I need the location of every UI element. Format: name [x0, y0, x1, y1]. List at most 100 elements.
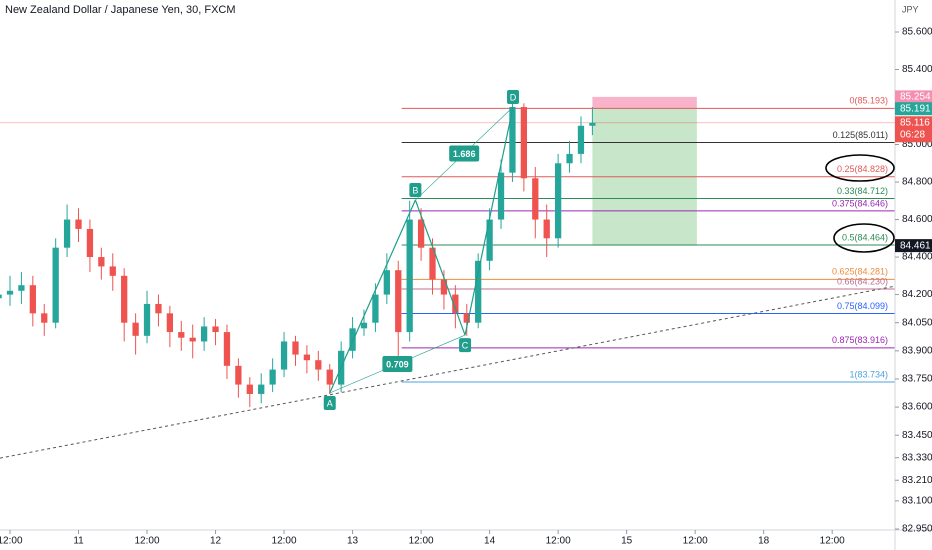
fib-label: 0.125(85.011) — [833, 130, 888, 140]
candle-body — [589, 122, 596, 126]
candle-body — [566, 153, 573, 164]
candle-body — [18, 285, 25, 291]
y-tick-label: 84.050 — [902, 317, 932, 328]
candle-body — [486, 219, 493, 261]
y-tick-label: 85.400 — [902, 64, 932, 75]
price-badge — [895, 90, 932, 104]
y-tick-label: 84.600 — [902, 214, 932, 225]
candle-body — [132, 322, 139, 336]
candle-body — [121, 275, 128, 323]
stop-zone — [592, 96, 697, 109]
x-tick-label: 12:00 — [272, 536, 297, 547]
x-tick-label: 11 — [73, 536, 84, 547]
candle-body — [212, 326, 219, 333]
price-badge-label: 84.461 — [900, 240, 931, 251]
fib-label: 0.375(84.646) — [832, 198, 888, 208]
y-tick-label: 83.450 — [902, 430, 932, 441]
candle-body — [326, 369, 333, 385]
x-tick-label: 12:00 — [135, 536, 160, 547]
plot-area: 0(85.193) 0.125(85.011) 0.25(84.828) 0.33(8… — [0, 90, 896, 459]
candle-body — [395, 270, 402, 333]
candle-body — [509, 107, 516, 173]
candle-body — [246, 384, 253, 394]
price-badge — [895, 116, 932, 143]
candle-body — [6, 290, 14, 295]
x-tick-label: 12:00 — [409, 536, 434, 547]
pattern-point-label: A — [327, 398, 333, 408]
fib-label: 0.5(84.464) — [842, 232, 888, 242]
candle-body — [303, 354, 311, 361]
annotation-circle — [825, 154, 895, 182]
fib-label: 0.33(84.712) — [837, 186, 888, 196]
candle-body — [417, 219, 425, 248]
x-tick-label: 12:00 — [546, 536, 571, 547]
countdown: 06:28 — [900, 129, 925, 140]
candle-body — [280, 341, 288, 370]
y-tick-label: 83.600 — [902, 402, 932, 413]
fib-label: 0.25(84.828) — [837, 164, 888, 174]
candle-body — [475, 260, 482, 323]
y-tick-label: 83.750 — [902, 374, 932, 385]
fib-label: 0(85.193) — [849, 96, 888, 106]
candle-body — [543, 219, 550, 239]
candle-body — [258, 384, 265, 394]
candle-body — [452, 294, 459, 314]
candle-body — [75, 219, 82, 229]
x-tick-label: 18 — [758, 536, 770, 547]
candle-body — [166, 313, 174, 333]
candle-body — [383, 270, 390, 295]
candle-body — [440, 279, 448, 295]
pattern-point-label: D — [510, 92, 517, 102]
currency-label: JPY — [902, 4, 919, 14]
candle-body — [155, 303, 162, 314]
pattern-point-badge — [459, 338, 472, 353]
trendline — [0, 285, 896, 459]
x-tick-label: 15 — [621, 536, 633, 547]
pattern-point-label: C — [462, 340, 469, 350]
ratio-label: 1.686 — [453, 149, 476, 159]
pattern-point-badge — [323, 396, 336, 411]
y-tick-label: 85.600 — [902, 27, 932, 38]
fib-label: 0.625(84.281) — [832, 267, 888, 277]
candle-body — [292, 341, 299, 355]
pattern-line — [464, 106, 514, 336]
y-tick-label: 83.100 — [902, 496, 932, 507]
candle-body — [269, 369, 276, 385]
candle-body — [86, 228, 94, 258]
candle-body — [520, 107, 528, 179]
x-tick-label: 12:00 — [0, 536, 23, 547]
candle-body — [41, 313, 48, 323]
y-tick-label: 84.400 — [902, 252, 932, 263]
pattern-line — [329, 199, 416, 394]
candle-body — [178, 332, 185, 338]
candle-body — [406, 219, 413, 333]
candle-body — [463, 313, 470, 323]
price-badge — [895, 102, 932, 116]
fib-label: 0.875(83.916) — [832, 335, 888, 345]
candle-body — [223, 332, 231, 366]
y-tick-label: 82.950 — [902, 524, 932, 535]
candle-body — [532, 178, 539, 220]
y-tick-label: 85.000 — [902, 139, 932, 150]
chart-title: New Zealand Dollar / Japanese Yen, 30, F… — [5, 4, 236, 16]
pattern-point-badge — [507, 90, 520, 105]
fib-label: 0.75(84.099) — [837, 301, 888, 311]
candle-body — [372, 294, 379, 323]
y-tick-label: 83.900 — [902, 345, 932, 356]
ratio-badge — [382, 356, 413, 373]
candle-body — [0, 294, 2, 299]
fib-label: 0.66(84.230) — [837, 276, 888, 286]
price-badge-label: 85.116 — [900, 117, 930, 128]
y-tick-label: 83.210 — [902, 475, 932, 486]
annotation-circle — [833, 223, 895, 253]
pattern-point-label: B — [412, 185, 418, 195]
candle-body — [52, 247, 59, 323]
candle-body — [63, 219, 71, 248]
pattern-line — [414, 199, 466, 336]
x-tick-label: 12 — [210, 536, 222, 547]
candle-body — [349, 328, 356, 351]
price-badge-label: 85.191 — [900, 103, 931, 114]
candle-body — [429, 247, 436, 280]
